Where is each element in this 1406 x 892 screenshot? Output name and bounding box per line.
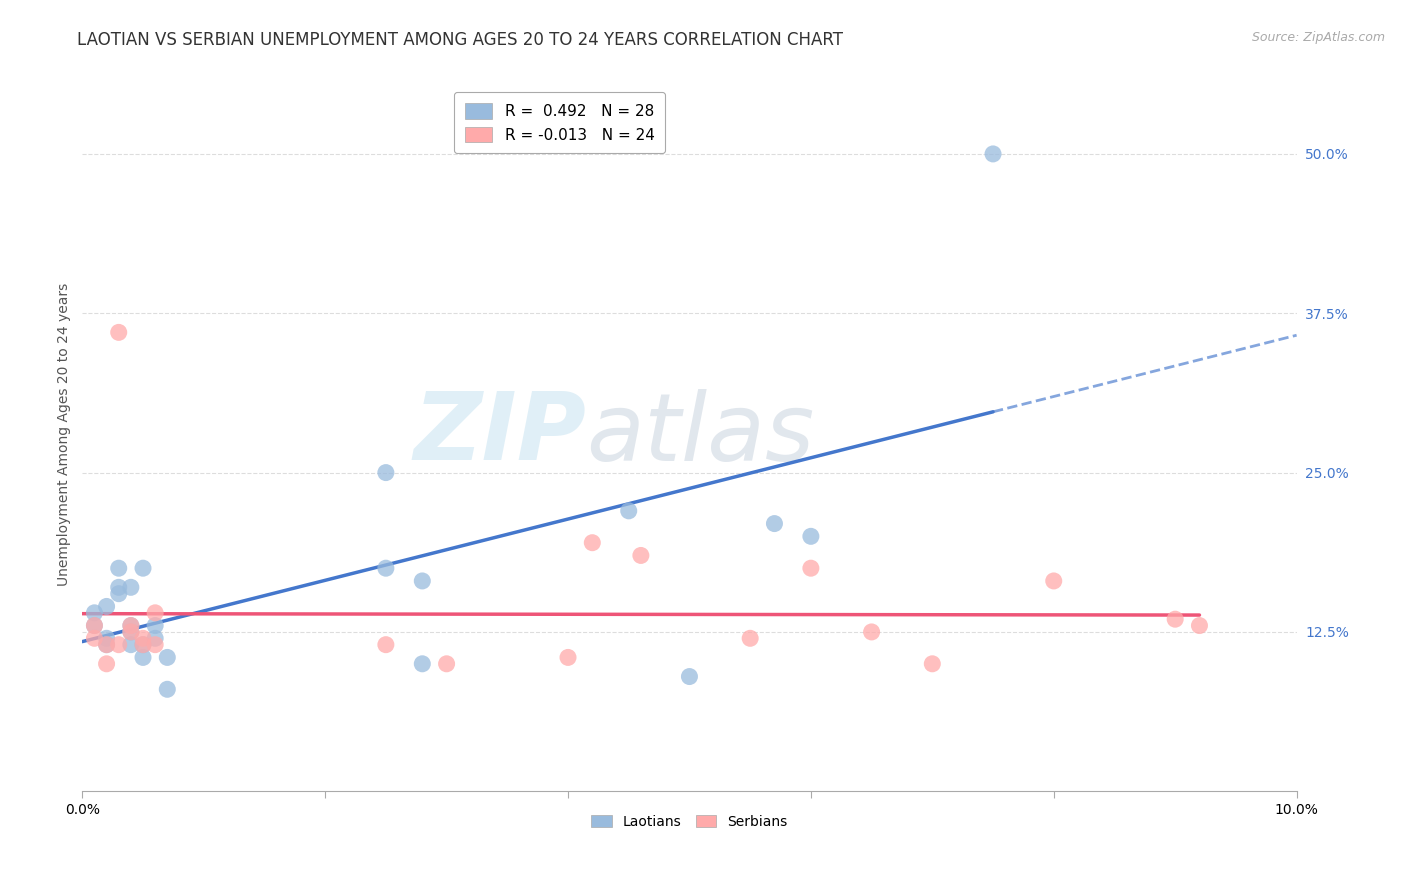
Point (921, 657, 943, 671)
Point (763, 516, 786, 531)
Point (120, 638, 142, 652)
Point (581, 535, 603, 549)
Point (981, 147, 1004, 161)
Point (740, 632, 762, 646)
Point (374, 638, 396, 652)
Point (96, 599, 118, 614)
Point (436, 657, 458, 671)
Point (143, 606, 166, 620)
Point (678, 669, 700, 683)
Point (83, 618, 105, 632)
Point (132, 632, 155, 646)
Point (120, 618, 142, 632)
Text: LAOTIAN VS SERBIAN UNEMPLOYMENT AMONG AGES 20 TO 24 YEARS CORRELATION CHART: LAOTIAN VS SERBIAN UNEMPLOYMENT AMONG AG… (77, 31, 844, 49)
Legend: Laotians, Serbians: Laotians, Serbians (585, 809, 793, 834)
Point (143, 632, 166, 646)
Point (132, 650, 155, 665)
Point (800, 529, 823, 543)
Point (617, 504, 640, 518)
Point (107, 326, 129, 340)
Point (107, 587, 129, 601)
Point (120, 618, 142, 632)
Point (96, 657, 118, 671)
Point (156, 682, 179, 697)
Y-axis label: Unemployment Among Ages 20 to 24 years: Unemployment Among Ages 20 to 24 years (58, 283, 72, 586)
Point (411, 574, 433, 588)
Text: ZIP: ZIP (413, 388, 586, 481)
Point (1042, 574, 1064, 588)
Point (96, 638, 118, 652)
Point (374, 466, 396, 480)
Point (120, 580, 142, 594)
Point (143, 618, 166, 632)
Point (132, 561, 155, 575)
Point (411, 657, 433, 671)
Point (630, 549, 652, 563)
Point (143, 638, 166, 652)
Point (96, 632, 118, 646)
Point (800, 561, 823, 575)
Point (1164, 612, 1187, 626)
Text: Source: ZipAtlas.com: Source: ZipAtlas.com (1251, 31, 1385, 45)
Point (860, 624, 883, 639)
Point (120, 624, 142, 639)
Point (107, 561, 129, 575)
Point (83, 618, 105, 632)
Point (107, 638, 129, 652)
Point (557, 650, 579, 665)
Point (83, 606, 105, 620)
Point (132, 638, 155, 652)
Point (83, 632, 105, 646)
Text: atlas: atlas (586, 389, 814, 480)
Point (120, 624, 142, 639)
Point (374, 561, 396, 575)
Point (107, 580, 129, 594)
Point (132, 638, 155, 652)
Point (1188, 618, 1211, 632)
Point (96, 638, 118, 652)
Point (156, 650, 179, 665)
